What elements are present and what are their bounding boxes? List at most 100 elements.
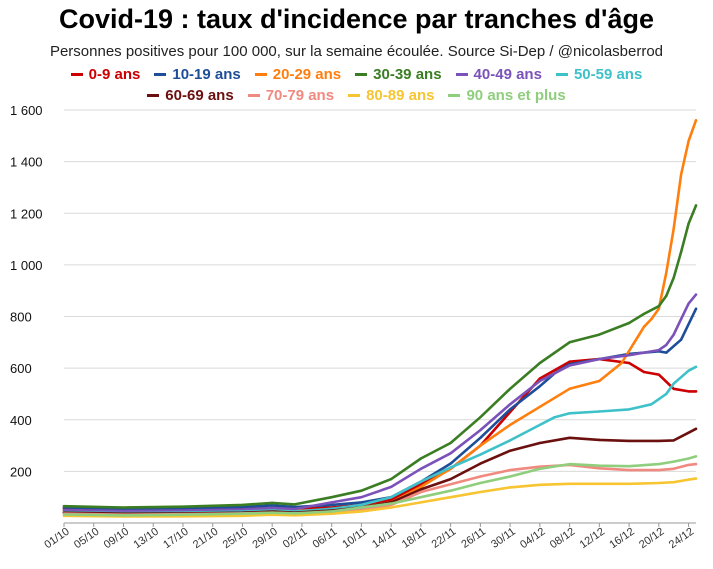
data-point-s6 xyxy=(694,427,698,430)
data-point-s4 xyxy=(293,507,296,511)
data-point-s9 xyxy=(508,475,512,478)
legend-swatch xyxy=(348,94,361,97)
legend-label: 0-9 ans xyxy=(88,66,141,83)
data-point-s7 xyxy=(627,468,631,472)
data-point-s2 xyxy=(687,139,690,143)
legend-swatch xyxy=(254,73,267,76)
data-point-s3 xyxy=(479,415,482,419)
data-point-s9 xyxy=(419,495,423,499)
data-point-s8 xyxy=(598,482,601,485)
data-point-s6 xyxy=(627,439,631,443)
data-point-s3 xyxy=(181,505,185,508)
x-tick-label: 13/10 xyxy=(132,526,161,552)
data-point-s7 xyxy=(672,467,675,470)
data-point-s9 xyxy=(62,513,66,516)
data-point-s2 xyxy=(568,387,571,390)
legend-item: 90 ans et plus xyxy=(448,87,566,104)
x-tick-label: 20/12 xyxy=(637,526,666,552)
data-point-s0 xyxy=(538,377,542,380)
data-point-s9 xyxy=(293,512,296,515)
data-point-s6 xyxy=(598,438,601,442)
data-point-s5 xyxy=(479,453,482,456)
x-tick-label: 06/11 xyxy=(311,526,340,551)
data-point-s3 xyxy=(508,387,512,390)
data-point-s6 xyxy=(419,488,423,491)
data-point-s8 xyxy=(627,482,631,485)
data-point-s9 xyxy=(672,460,675,463)
data-point-s3 xyxy=(694,204,698,207)
data-point-s9 xyxy=(598,464,601,467)
data-point-s2 xyxy=(642,325,646,329)
data-point-s0 xyxy=(627,361,631,365)
legend-swatch xyxy=(555,73,568,76)
data-point-s4 xyxy=(479,428,482,432)
x-tick-label: 02/11 xyxy=(281,526,310,551)
legend-swatch xyxy=(448,94,461,97)
data-point-s7 xyxy=(598,467,601,470)
data-point-s9 xyxy=(122,514,125,517)
data-point-s1 xyxy=(679,338,683,341)
data-point-s9 xyxy=(241,512,244,515)
legend-item: 0-9 ans xyxy=(70,66,141,83)
legend-swatch xyxy=(455,73,468,76)
data-point-s4 xyxy=(122,509,125,513)
data-point-s5 xyxy=(568,412,571,415)
data-point-s1 xyxy=(360,501,363,504)
legend-swatch xyxy=(355,73,368,76)
data-point-s4 xyxy=(419,467,423,470)
data-point-s9 xyxy=(687,457,690,460)
data-point-s1 xyxy=(694,307,698,310)
legend-label: 10-19 ans xyxy=(172,66,241,83)
data-point-s2 xyxy=(650,317,653,321)
data-point-s0 xyxy=(657,373,661,376)
data-point-s8 xyxy=(270,513,274,516)
legend-label: 30-39 ans xyxy=(373,66,442,83)
y-tick-label: 800 xyxy=(10,310,32,325)
data-point-s3 xyxy=(360,489,363,492)
data-point-s5 xyxy=(672,382,675,385)
data-point-s1 xyxy=(449,462,452,465)
data-point-s3 xyxy=(449,441,452,445)
data-point-s0 xyxy=(694,390,698,393)
data-point-s2 xyxy=(508,423,512,427)
data-point-s1 xyxy=(538,384,542,388)
data-point-s8 xyxy=(241,514,244,517)
data-point-s6 xyxy=(672,439,675,442)
y-tick-label: 1 200 xyxy=(10,206,43,221)
data-point-s9 xyxy=(627,465,631,468)
data-point-s8 xyxy=(694,477,698,480)
data-point-s4 xyxy=(181,509,185,512)
data-point-s4 xyxy=(679,317,683,321)
data-point-s2 xyxy=(679,173,683,176)
legend-item: 20-29 ans xyxy=(254,66,341,83)
legend-item: 10-19 ans xyxy=(154,66,241,83)
data-point-s0 xyxy=(419,483,423,486)
data-point-s4 xyxy=(694,293,698,296)
data-point-s5 xyxy=(389,495,393,499)
data-point-s1 xyxy=(330,503,333,507)
data-point-s5 xyxy=(687,369,690,372)
data-point-s1 xyxy=(241,505,244,509)
data-point-s3 xyxy=(627,321,631,325)
y-tick-label: 1 400 xyxy=(10,155,43,170)
x-tick-label: 24/12 xyxy=(667,526,696,552)
legend-label: 80-89 ans xyxy=(366,87,435,104)
y-tick-label: 600 xyxy=(10,361,32,376)
data-point-s8 xyxy=(330,512,333,515)
data-point-s8 xyxy=(538,483,542,486)
data-point-s8 xyxy=(657,481,661,485)
data-point-s5 xyxy=(650,403,653,406)
data-point-s4 xyxy=(449,452,452,455)
data-point-s1 xyxy=(479,436,482,440)
data-point-s3 xyxy=(270,501,274,505)
data-point-s5 xyxy=(360,503,363,507)
data-point-s7 xyxy=(508,468,512,472)
x-tick-label: 12/12 xyxy=(578,526,607,552)
legend-item: 40-49 ans xyxy=(455,66,542,83)
series-line-0 xyxy=(62,357,698,512)
data-point-s3 xyxy=(665,294,668,298)
data-point-s8 xyxy=(449,495,452,499)
legend-item: 80-89 ans xyxy=(348,87,434,104)
x-tick-label: 22/11 xyxy=(430,526,459,551)
x-tick-label: 16/12 xyxy=(607,526,636,552)
